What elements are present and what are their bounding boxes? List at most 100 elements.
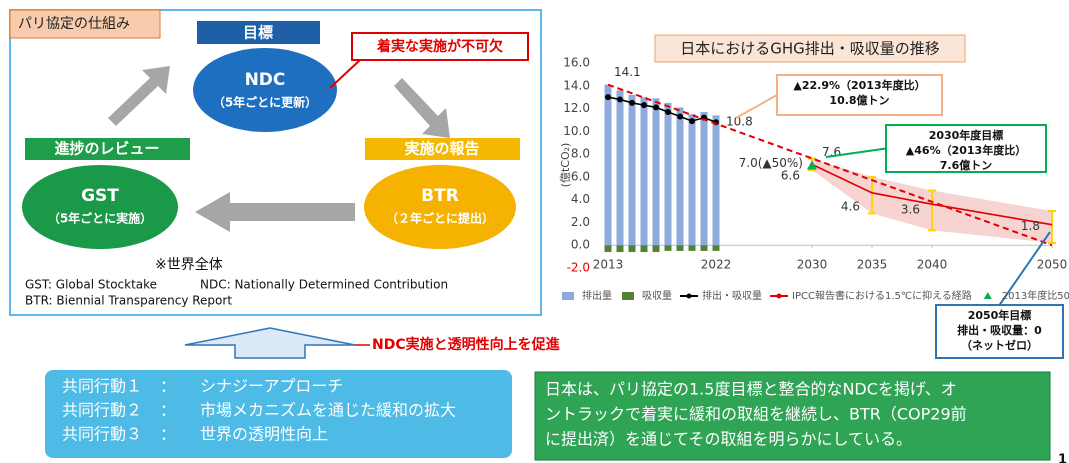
point — [665, 108, 671, 115]
action-text: シナジーアプローチ — [200, 377, 343, 396]
glossary: BTR: Biennial Transparency Report — [25, 294, 232, 308]
arrow — [195, 192, 355, 232]
bar — [616, 90, 624, 246]
up-arrow — [184, 327, 356, 359]
action-text: 市場メカニズムを通じた緩和の拡大 — [200, 401, 456, 420]
legend-swatch — [562, 292, 574, 300]
summary-line: 日本は、パリ協定の1.5度目標と整合的なNDCを掲げ、オ — [545, 380, 957, 399]
x-tick-label: 2035 — [857, 258, 888, 272]
bar — [688, 114, 696, 246]
point — [641, 102, 647, 109]
chart: -2.0 0.0 2.0 4.0 6.0 8.0 10.0 12.0 14.0 16.0 2013 2… — [562, 56, 1069, 359]
y-tick-label: 6.0 — [571, 169, 590, 183]
annotation-connector — [825, 147, 887, 158]
y-tick-label: 16.0 — [563, 56, 590, 70]
legend-swatch — [776, 293, 782, 299]
actions-box — [45, 370, 512, 458]
point — [629, 99, 635, 106]
node-note: （5年ごとに実施） — [48, 211, 152, 226]
callout-box — [351, 32, 529, 61]
point — [653, 104, 659, 111]
point — [617, 96, 623, 103]
data-label: 6.6 — [781, 169, 800, 183]
callout: 着実な実施が不可欠 — [376, 38, 503, 55]
node-tag — [197, 21, 320, 44]
error-bar — [928, 189, 936, 232]
action-separator: ： — [160, 377, 176, 396]
point — [677, 113, 683, 120]
arrow — [394, 78, 450, 138]
data-label: 3.6 — [901, 203, 920, 217]
bar — [712, 245, 720, 251]
node-tag-text: 実施の報告 — [404, 140, 479, 158]
bar — [688, 245, 696, 251]
marker — [807, 160, 817, 170]
header: パリ協定の仕組み — [18, 16, 130, 32]
data-label: 14.1 — [614, 65, 641, 79]
bar — [640, 97, 648, 246]
y-tick-label: 12.0 — [563, 101, 590, 115]
point — [605, 94, 611, 101]
x-tick-label: 2040 — [917, 258, 948, 272]
data-label: 4.6 — [841, 199, 860, 213]
summary-line: に提出済）を通じてその取組を明らかにしている。 — [545, 430, 912, 449]
arrow — [108, 66, 170, 126]
y-tick-label: 0.0 — [571, 238, 590, 252]
error-bar — [1048, 210, 1056, 244]
chart-title-box — [654, 34, 966, 63]
legend-label: 吸収量 — [642, 290, 672, 302]
summary-line: ントラックで着実に緩和の取組を継続し、BTR（COP29前 — [545, 405, 967, 424]
node-note: （5年ごとに更新） — [213, 95, 317, 110]
annotation-text: ▲22.9%（2013年度比） — [793, 78, 925, 92]
y-tick-label: 8.0 — [571, 147, 590, 161]
callout-line — [329, 59, 361, 89]
x-tick-label: 2022 — [701, 258, 732, 272]
bar — [628, 245, 636, 253]
promotion: NDC実施と透明性向上を促進 — [372, 336, 560, 353]
bar — [604, 245, 612, 253]
bar — [652, 98, 660, 246]
bar — [676, 107, 684, 246]
node — [22, 165, 178, 249]
bar — [640, 245, 648, 253]
annotation-text: 排出・吸収量：0 — [957, 323, 1042, 337]
y-tick-label: 2.0 — [571, 215, 590, 229]
bar — [712, 115, 720, 246]
point — [689, 118, 695, 125]
annotation-text: 2030年度目標 — [929, 128, 1004, 142]
action-text: 世界の透明性向上 — [200, 425, 328, 444]
y-axis-label: (億tCO₂) — [559, 143, 572, 188]
node-tag — [365, 138, 520, 160]
legend-label: IPCC報告書における1.5℃に抑える経路 — [792, 289, 972, 302]
bar — [616, 245, 624, 253]
x-tick-label: 2013 — [593, 258, 624, 272]
data-label: 1.8 — [1021, 219, 1040, 233]
y-tick-label: 4.0 — [571, 192, 590, 206]
legend-label: 排出量 — [582, 289, 612, 302]
bar — [700, 111, 708, 246]
y-tick-label: 10.0 — [563, 124, 590, 138]
action-label: 共同行動３ — [62, 425, 142, 444]
action-label: 共同行動１ — [62, 377, 142, 396]
annotation-box — [776, 74, 943, 116]
action-separator: ： — [160, 425, 176, 444]
annotation-text: 10.8億トン — [829, 93, 889, 107]
annotation-connector — [735, 94, 778, 119]
node-tag-text: 進捗のレビュー — [54, 140, 159, 158]
scope: ※世界全体 — [155, 256, 223, 273]
legend-swatch — [622, 292, 634, 300]
node — [364, 165, 516, 249]
error-bar — [868, 175, 876, 215]
data-label: 7.0(▲50%) — [739, 156, 803, 170]
annotation-text: 2050年目標 — [968, 308, 1032, 322]
annotation-box — [885, 124, 1047, 173]
bar — [628, 94, 636, 246]
line — [607, 96, 717, 123]
node-note: （２年ごとに提出） — [386, 211, 494, 226]
line — [607, 83, 1053, 247]
legend-swatch — [686, 293, 692, 299]
annotation-box — [935, 304, 1064, 359]
page-number: 1 — [1058, 453, 1067, 463]
